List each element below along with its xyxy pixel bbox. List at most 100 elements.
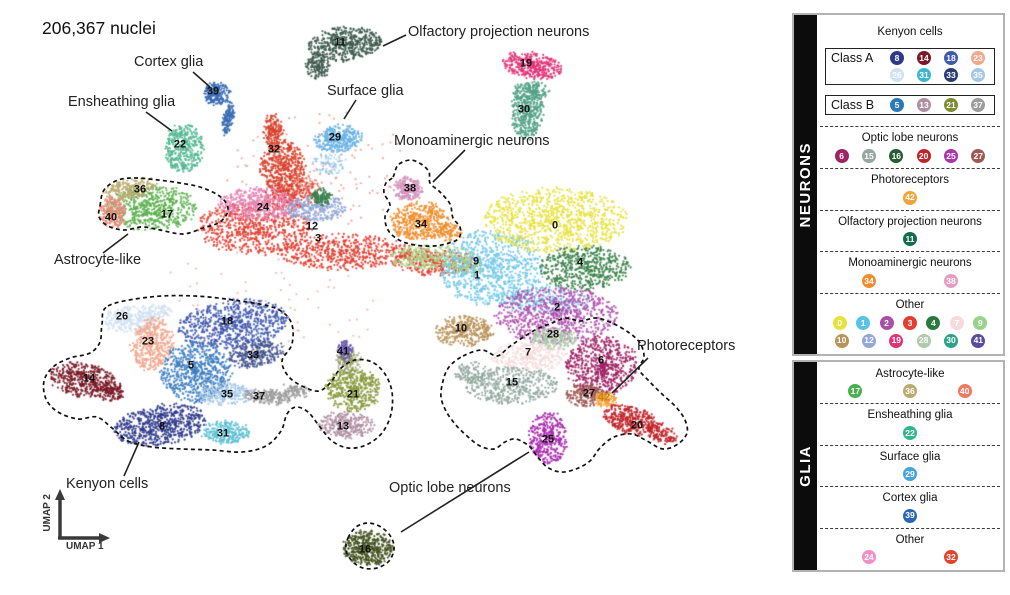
legend-cluster-swatch-11: 11 [903,232,917,247]
annotation-optic-lobe-neurons: Optic lobe neurons [389,480,511,496]
legend-cluster-swatch-10: 10 [834,333,849,348]
leader-line-photoreceptors [611,357,649,394]
legend-swatch-row: 29 [820,467,1000,482]
neurons-panel-content: Kenyon cells Class A 8 14 18 23 26 31 33 35 Class … [817,15,1003,354]
legend-section-photoreceptors: Photoreceptors 42 [820,168,1000,210]
legend-cluster-swatch-4: 4 [926,316,941,331]
cluster-label-32: 32 [267,143,281,156]
legend-swatch-row: 34 38 [820,273,1000,288]
legend-cluster-swatch-24: 24 [862,549,876,564]
legend-swatch-row: 6 15 16 20 25 27 [820,148,1000,163]
legend-section-olfactory-projection-neurons: Olfactory projection neurons 11 [820,209,1000,252]
cluster-label-11: 11 [334,36,346,49]
leader-line-astrocyte-like [102,233,129,254]
cluster-label-21: 21 [346,388,360,401]
legend-cluster-swatch-8: 8 [890,51,904,66]
legend-cluster-swatch-23: 23 [971,51,985,66]
cluster-label-0: 0 [551,219,559,232]
cluster-label-28: 28 [546,328,560,341]
legend-cluster-swatch-34: 34 [862,273,876,288]
cluster-label-14: 14 [82,372,96,385]
legend-cluster-swatch-2: 2 [879,316,894,331]
annotation-ensheathing-glia: Ensheathing glia [68,94,176,110]
legend-cluster-swatch-9: 9 [973,316,988,331]
legend-cluster-swatch-18: 18 [944,51,958,66]
legend-section-title: Photoreceptors [871,174,949,187]
legend-swatch-row: 42 [820,190,1000,205]
annotation-olfactory-projection-neurons: Olfactory projection neurons [408,24,590,40]
legend-cluster-swatch-14: 14 [917,51,931,66]
neurons-panel-bar: NEURONS [794,15,817,354]
kenyon-row: Class B 5 13 21 37 [831,98,989,113]
cluster-label-25: 25 [541,433,555,446]
legend-cluster-swatch-32: 32 [944,549,958,564]
leader-line-kenyon-cells [123,441,140,477]
cluster-label-16: 16 [358,543,372,556]
legend-cluster-swatch-30: 30 [943,333,958,348]
legend-section-title: Astrocyte-like [875,368,945,381]
cluster-label-1: 1 [473,269,481,282]
cluster-label-40: 40 [104,211,118,224]
legend-panel-glia: GLIA Astrocyte-like 17 36 40 Ensheathing gli… [792,360,1005,572]
leader-line-olfactory-projection-neurons [382,34,407,47]
legend-swatch-row: 22 [820,425,1000,440]
cluster-label-6: 6 [597,354,605,367]
kenyon-class-label: Class A [831,51,874,66]
kenyon-class-label: Class B [831,98,875,113]
legend-cluster-swatch-22: 22 [903,425,917,440]
legend-swatch-row: 11 [820,232,1000,247]
legend-cluster-swatch-16: 16 [889,148,904,163]
legend-cluster-swatch-25: 25 [943,148,958,163]
legend-section-title: Ensheathing glia [867,409,953,422]
legend-section-optic-lobe-neurons: Optic lobe neurons 6 15 16 20 25 27 [820,126,1000,168]
legend-cluster-swatch-1: 1 [856,316,871,331]
legend-section-other: Other 24 32 [820,527,1000,569]
kenyon-swatch-row: 8 14 18 23 [886,51,989,66]
annotation-cortex-glia: Cortex glia [134,54,204,70]
cluster-label-29: 29 [328,131,342,144]
annotation-monoaminergic-neurons: Monoaminergic neurons [394,133,550,149]
legend-swatch-row: 10 12 19 28 30 41 [820,333,1000,348]
group-outline-cluster-16 [344,522,395,570]
legend-cluster-swatch-28: 28 [916,333,931,348]
cluster-label-3: 3 [314,232,322,245]
legend-cluster-swatch-5: 5 [890,98,904,113]
legend-swatch-row: 39 [820,508,1000,523]
legend-cluster-swatch-35: 35 [971,68,985,83]
legend-cluster-swatch-27: 27 [971,148,986,163]
cluster-label-24: 24 [256,201,270,214]
leader-line-surface-glia [343,99,357,120]
kenyon-row: 26 31 33 35 [831,68,989,83]
cluster-label-17: 17 [160,208,174,221]
kenyon-class-a-box: Class A 8 14 18 23 26 31 33 35 [825,48,995,86]
legend-cluster-swatch-17: 17 [848,384,863,399]
legend-cluster-swatch-29: 29 [903,467,917,482]
legend-section-title: Other [895,533,925,546]
umap-plot: 206,367 nuclei 0 1 2 3 4 5 6 7 8 9 10 11 12 13 14 15 16 1… [0,0,790,595]
cluster-label-27: 27 [582,387,596,400]
legend-cluster-swatch-20: 20 [916,148,931,163]
legend-cluster-swatch-31: 31 [917,68,931,83]
cluster-label-22: 22 [173,138,187,151]
legend-cluster-swatch-6: 6 [834,148,849,163]
group-outline-kenyon-cells [42,294,394,453]
cluster-label-42: 42 [597,391,611,404]
legend-section-title: Optic lobe neurons [861,132,959,145]
group-outline-monoaminergic-neurons [382,159,462,247]
kenyon-swatch-row: 5 13 21 37 [886,98,989,113]
legend-swatch-row: 17 36 40 [820,384,1000,399]
legend-cluster-swatch-37: 37 [971,98,985,113]
legend-cluster-swatch-42: 42 [903,190,917,205]
legend-section-title: Surface glia [879,450,941,463]
glia-panel-content: Astrocyte-like 17 36 40 Ensheathing glia 22 Su… [817,362,1003,570]
cluster-label-23: 23 [141,335,155,348]
plot-overlay [42,34,689,570]
cluster-label-12: 12 [305,220,319,233]
legend-cluster-swatch-19: 19 [889,333,904,348]
legend-panel-neurons: NEURONS Kenyon cells Class A 8 14 18 23 26 31 33… [792,13,1005,356]
group-outline-optic-lobe-neurons [440,317,689,473]
annotation-kenyon-cells: Kenyon cells [66,476,149,492]
legend-cluster-swatch-36: 36 [902,384,917,399]
glia-panel-title: GLIA [797,445,814,487]
